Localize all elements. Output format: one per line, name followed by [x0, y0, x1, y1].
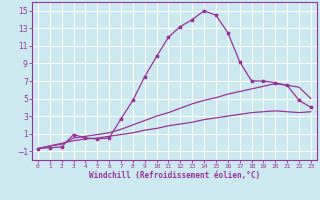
X-axis label: Windchill (Refroidissement éolien,°C): Windchill (Refroidissement éolien,°C) [89, 171, 260, 180]
